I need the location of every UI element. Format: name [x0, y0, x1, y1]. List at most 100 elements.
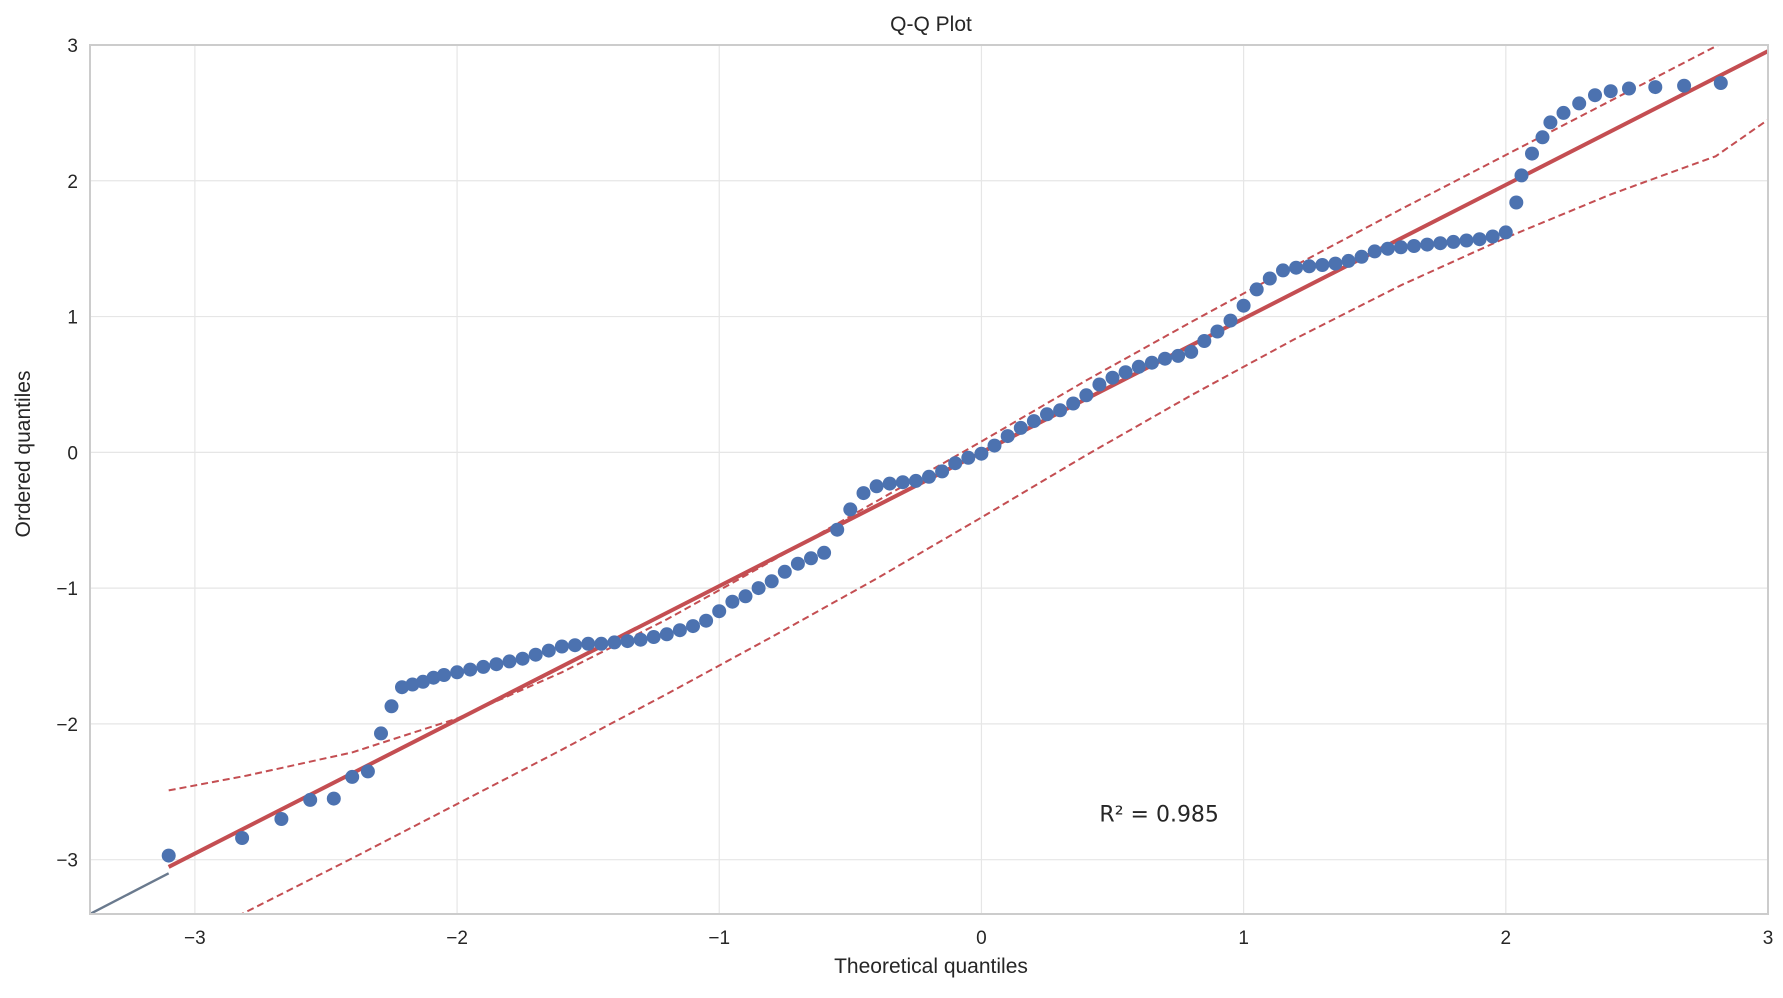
data-point	[804, 551, 818, 566]
data-point	[1713, 76, 1728, 90]
data-point	[659, 627, 674, 642]
data-point	[1514, 168, 1529, 183]
data-point	[1535, 130, 1550, 145]
data-point	[568, 638, 582, 653]
confidence-band	[168, 45, 1768, 914]
data-point	[528, 647, 543, 662]
data-point	[1315, 258, 1330, 272]
data-point	[699, 613, 714, 628]
data-point	[1236, 298, 1251, 313]
data-point	[1407, 239, 1421, 253]
data-point	[374, 726, 388, 741]
data-point	[1066, 396, 1081, 411]
data-points	[161, 76, 1728, 863]
data-point	[948, 456, 963, 471]
data-point	[764, 574, 779, 589]
data-point	[1380, 241, 1395, 256]
data-point	[1262, 271, 1277, 286]
data-point	[1328, 256, 1343, 271]
data-point	[405, 677, 420, 692]
x-tick-label: −2	[446, 928, 468, 949]
data-point	[1354, 249, 1369, 264]
data-point	[1026, 414, 1041, 429]
data-point	[450, 665, 465, 680]
data-point	[515, 651, 530, 666]
data-point	[1184, 344, 1199, 359]
data-point	[1472, 232, 1487, 247]
data-point	[1498, 225, 1513, 240]
data-point	[987, 438, 1002, 453]
data-point	[935, 464, 950, 479]
data-point	[1040, 407, 1054, 422]
data-point	[751, 581, 766, 596]
y-tick-labels: −3 −2 −1 0 1 2 3	[56, 36, 78, 872]
data-point	[161, 848, 176, 863]
confidence-band-upper	[168, 45, 1721, 792]
y-tick-label: −1	[56, 579, 78, 600]
y-tick-label: 0	[67, 443, 78, 464]
data-point	[1105, 370, 1120, 385]
data-point	[1131, 359, 1146, 374]
data-point	[416, 674, 430, 689]
data-point	[1485, 229, 1500, 244]
data-point	[437, 668, 451, 682]
y-axis-label: Ordered quantiles	[12, 371, 35, 538]
data-point	[326, 791, 341, 806]
y-tick-label: −3	[56, 851, 78, 872]
data-point	[1588, 88, 1602, 103]
data-point	[712, 604, 727, 619]
data-point	[1509, 195, 1524, 210]
data-point	[882, 476, 897, 491]
data-point	[607, 635, 622, 650]
data-point	[1118, 365, 1133, 380]
data-point	[1289, 260, 1304, 275]
y-tick-label: 2	[67, 172, 78, 193]
data-point	[1000, 429, 1015, 444]
data-point	[274, 812, 289, 826]
reference-line	[90, 872, 170, 914]
data-point	[922, 469, 936, 484]
data-point	[395, 680, 409, 695]
data-point	[830, 522, 845, 537]
x-axis-label: Theoretical quantiles	[834, 955, 1028, 978]
data-point	[581, 636, 596, 651]
y-tick-label: 3	[67, 36, 78, 57]
data-point	[345, 769, 360, 784]
data-point	[686, 619, 700, 634]
data-point	[489, 657, 504, 672]
data-point	[777, 564, 792, 579]
data-point	[738, 589, 753, 604]
data-point	[1459, 233, 1474, 248]
data-point	[1622, 81, 1636, 96]
confidence-band-lower	[239, 118, 1768, 914]
data-point	[646, 630, 661, 644]
data-point	[1144, 355, 1159, 370]
data-point	[1053, 403, 1068, 418]
data-point	[1197, 334, 1212, 348]
data-point	[541, 643, 556, 658]
data-point	[1092, 377, 1107, 392]
data-point	[725, 594, 740, 609]
data-point	[554, 639, 569, 654]
x-tick-label: −1	[708, 928, 730, 949]
data-point	[817, 545, 832, 560]
plot-frame	[89, 44, 1769, 915]
data-point	[843, 502, 858, 517]
data-point	[895, 475, 910, 490]
data-point	[502, 654, 517, 669]
data-point	[1302, 259, 1317, 274]
data-point	[1433, 236, 1448, 251]
data-point	[1446, 234, 1461, 249]
data-point	[1420, 237, 1435, 252]
data-point	[476, 659, 491, 674]
data-point	[1013, 420, 1028, 435]
data-point	[1543, 115, 1558, 130]
data-point	[1341, 253, 1356, 268]
data-point	[1525, 146, 1539, 161]
data-point	[1393, 240, 1408, 255]
data-point	[463, 662, 478, 677]
data-point	[1572, 96, 1587, 111]
x-tick-label: 0	[976, 928, 987, 949]
data-point	[303, 792, 318, 807]
